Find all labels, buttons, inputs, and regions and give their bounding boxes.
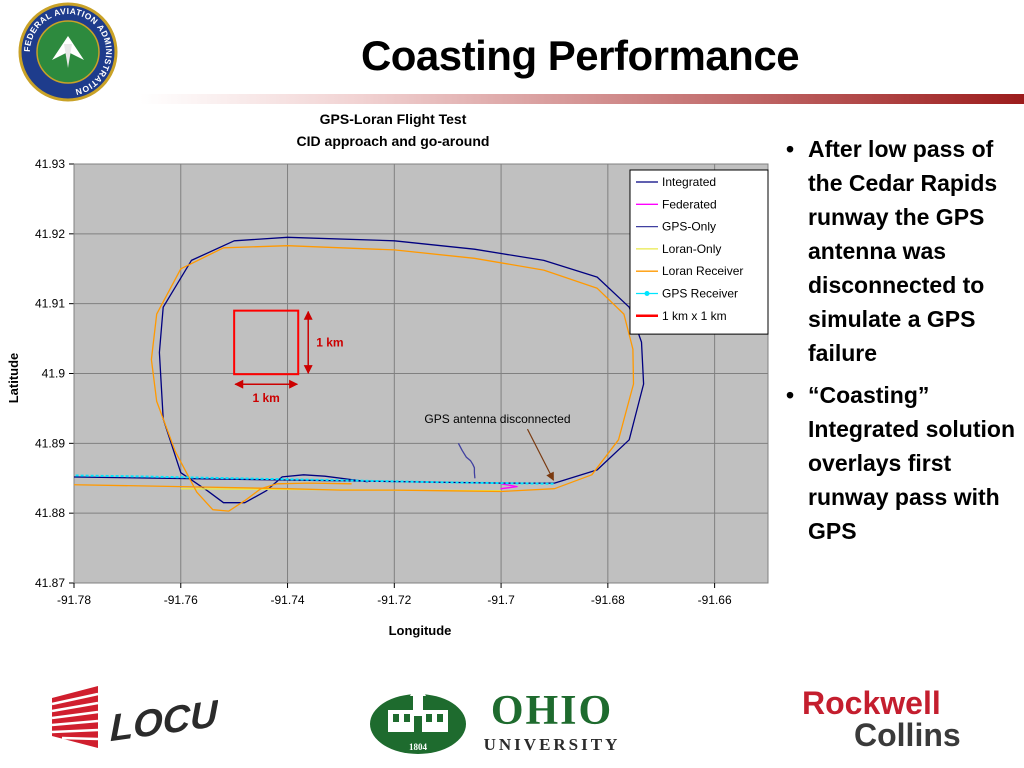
x-tick-labels: -91.78 -91.76 -91.74 -91.72 -91.7 -91.68 -91.6… <box>57 593 732 607</box>
series-line-gps-only <box>457 442 476 479</box>
y-tick-label: 41.89 <box>35 436 65 450</box>
chart-container: GPS-Loran Flight Test CID approach and g… <box>0 105 780 650</box>
bullet-text: After low pass of the Cedar Rapids runwa… <box>808 136 998 366</box>
y-tick-labels: 41.93 41.92 41.91 41.9 41.89 41.88 41.87 <box>35 157 65 590</box>
ohio-university-logo: 1804 OHIO UNIVERSITY <box>370 682 621 754</box>
km-horizontal-label: 1 km <box>253 391 280 405</box>
y-tick-label: 41.93 <box>35 157 65 171</box>
legend-label: Federated <box>662 197 717 211</box>
bullet-item: • “Coasting” Integrated solution overlays… <box>786 378 1022 548</box>
legend-box <box>629 169 769 335</box>
chart-subtitle: CID approach and go-around <box>297 133 490 149</box>
annotation-layer: 1 km 1 km GPS antenna disconnected <box>233 309 571 481</box>
locus-text: LOCUS <box>110 689 218 751</box>
callout-arrow <box>526 428 554 481</box>
y-tick-label: 41.91 <box>35 297 65 311</box>
y-tick-label: 41.92 <box>35 227 65 241</box>
legend-label: GPS-Only <box>662 220 716 234</box>
series-line-integrated <box>74 236 645 504</box>
locus-logo: LOCUS <box>51 686 218 751</box>
ohio-year: 1804 <box>409 742 428 752</box>
bullet-dot: • <box>786 136 795 162</box>
x-tick-label: -91.74 <box>271 593 305 607</box>
collins-text: Collins <box>854 717 961 750</box>
scale-box-1km <box>233 309 300 376</box>
y-tick-label: 41.87 <box>35 576 65 590</box>
km-vertical-label: 1 km <box>316 335 343 349</box>
series-line-loran-receiver <box>74 245 635 512</box>
y-axis-label: Latitude <box>6 353 21 404</box>
rockwell-text: Rockwell <box>802 686 941 721</box>
chart-title: GPS-Loran Flight Test <box>320 111 467 127</box>
flight-test-chart: GPS-Loran Flight Test CID approach and g… <box>6 111 769 638</box>
slide-title: Coasting Performance <box>360 32 800 79</box>
callout-label: GPS antenna disconnected <box>424 412 570 426</box>
footer-logos: LOCUS 1804 OHIO UNIVERSITY Rockwell Coll… <box>0 668 1024 768</box>
series-layer <box>74 236 645 512</box>
legend-swatch-marker <box>644 291 650 296</box>
series-line-federated <box>500 483 518 490</box>
series-line-gps-receiver <box>74 474 555 485</box>
x-tick-label: -91.78 <box>57 593 91 607</box>
bullet-dot: • <box>786 382 795 408</box>
bullet-item: • After low pass of the Cedar Rapids runw… <box>786 132 1022 370</box>
rockwell-collins-logo: Rockwell Collins <box>802 686 961 750</box>
x-axis-label: Longitude <box>389 623 452 638</box>
x-tick-label: -91.7 <box>487 593 515 607</box>
bullet-list: • After low pass of the Cedar Rapids runw… <box>786 132 1022 556</box>
faa-seal-logo: FEDERAL AVIATION ADMINISTRATION <box>18 2 118 102</box>
y-tick-label: 41.9 <box>42 367 66 381</box>
ohio-university-text: UNIVERSITY <box>484 735 621 754</box>
legend-label: Integrated <box>662 175 716 189</box>
x-tick-label: -91.72 <box>377 593 411 607</box>
title-rule <box>140 94 1024 104</box>
x-tick-label: -91.76 <box>164 593 198 607</box>
x-tick-label: -91.66 <box>698 593 732 607</box>
legend-label: 1 km x 1 km <box>662 309 727 323</box>
legend-label: Loran-Only <box>662 242 721 256</box>
x-tick-label: -91.68 <box>591 593 625 607</box>
ohio-text: OHIO <box>491 688 613 734</box>
legend-label: Loran Receiver <box>662 264 743 278</box>
y-tick-label: 41.88 <box>35 506 65 520</box>
legend: Integrated Federated GPS-Only Loran-Only Lor… <box>629 169 769 335</box>
bullet-text: “Coasting” Integrated solution overlays … <box>808 382 1015 544</box>
legend-label: GPS Receiver <box>662 287 738 301</box>
